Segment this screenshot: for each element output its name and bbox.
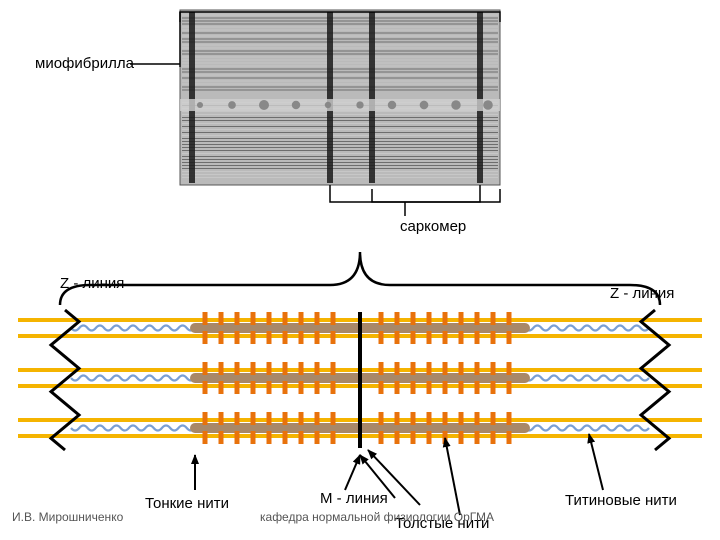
thin-filaments-label: Тонкие нити (145, 495, 229, 512)
micrograph (180, 10, 500, 185)
main-brace (60, 252, 660, 305)
titin-filament (71, 426, 195, 431)
thick-arrow (445, 438, 460, 515)
titin-filament (525, 426, 649, 431)
titin-filament (525, 376, 649, 381)
m-line-label: М - линия (320, 490, 388, 507)
author-label: И.В. Мирошниченко (12, 510, 123, 524)
titin-filament (71, 376, 195, 381)
m-line-arrow (345, 455, 360, 490)
z-line-left-label: Z - линия (60, 275, 124, 292)
titin-arrow (589, 434, 603, 490)
titin-filament (525, 326, 649, 331)
z-line-right-label: Z - линия (610, 285, 674, 302)
sarcomere-diagram (0, 0, 720, 540)
department-label: кафедра нормальной физиологии ОрГМА (260, 510, 494, 524)
myofibril-label: миофибрилла (35, 55, 134, 72)
titin-label: Титиновые нити (565, 492, 677, 509)
titin-filament (71, 326, 195, 331)
sarcomere-bracket (372, 189, 500, 202)
sarcomere-label: саркомер (400, 218, 466, 235)
